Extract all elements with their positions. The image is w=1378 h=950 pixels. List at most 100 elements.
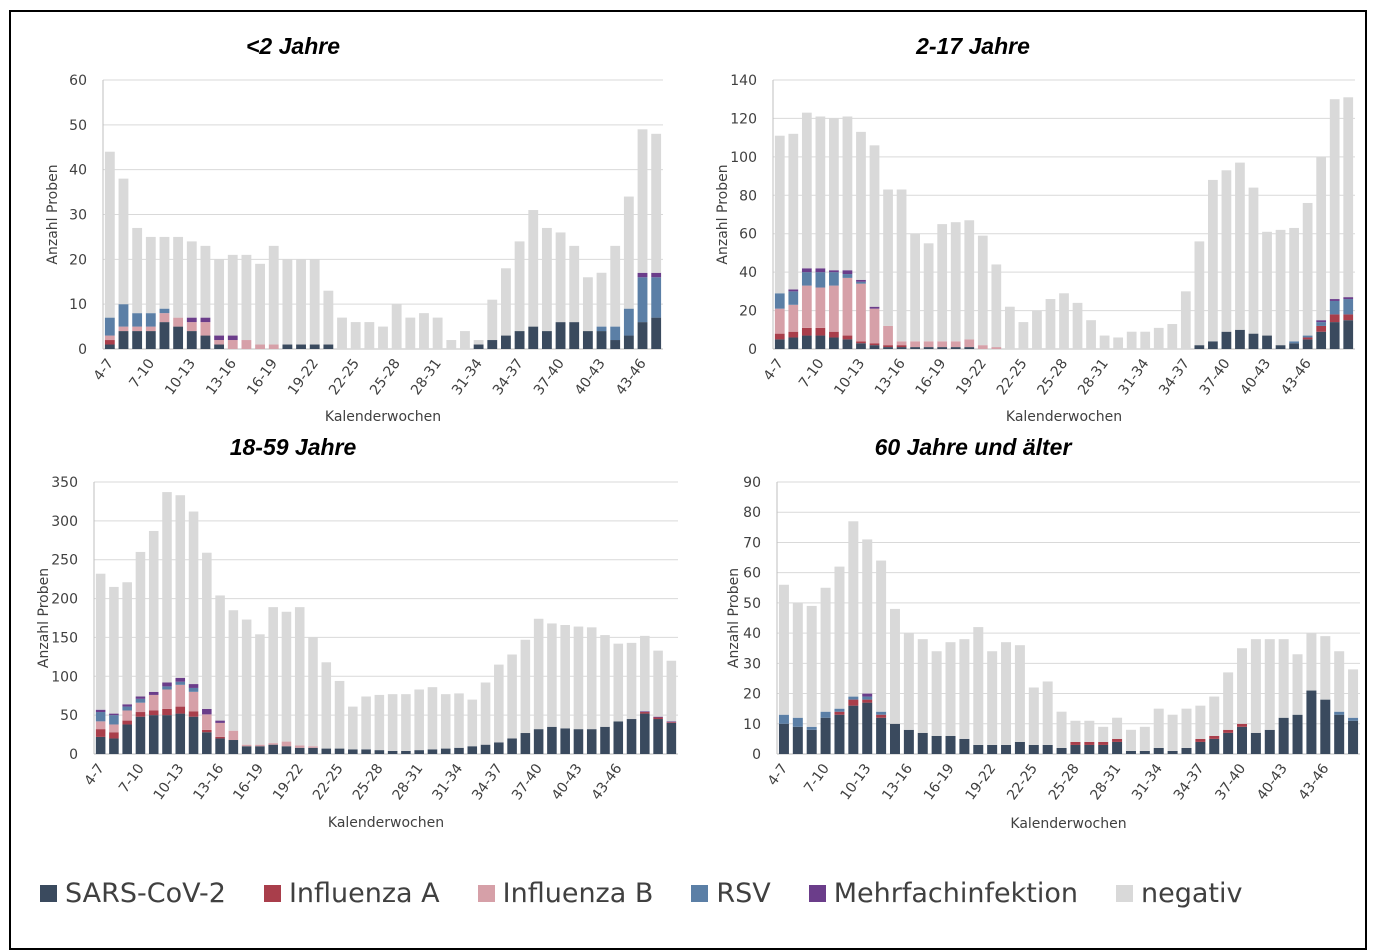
bar-segment-rsv	[856, 281, 866, 284]
y-tick-label: 140	[730, 73, 757, 89]
bar-segment-influenza-a	[1112, 738, 1123, 742]
bar-segment-influenza-a	[175, 706, 186, 714]
bar-segment-rsv	[95, 712, 106, 722]
bar-segment-sars-cov-2	[651, 317, 662, 349]
bar-segment-sars-cov-2	[856, 343, 866, 349]
bar-segment-sars-cov-2	[501, 335, 511, 349]
bar-segment-influenza-a	[848, 699, 859, 706]
bar-segment-sars-cov-2	[374, 750, 385, 754]
x-tick-label: 34-37	[1171, 761, 1208, 803]
bar-segment-influenza-b	[175, 684, 186, 707]
bar-segment-sars-cov-2	[903, 729, 914, 754]
bar-segment-sars-cov-2	[917, 732, 928, 754]
bar-segment-negativ	[473, 340, 484, 345]
bar-segment-rsv	[188, 687, 199, 692]
bar-segment-sars-cov-2	[1250, 732, 1261, 754]
bar-segment-negativ	[883, 189, 893, 326]
bar-segment-rsv	[109, 715, 119, 725]
bar-segment-influenza-b	[815, 287, 826, 328]
bar-segment-negativ	[1250, 639, 1261, 733]
bar-segment-influenza-a	[829, 331, 839, 338]
x-tick-label: 4-7	[765, 761, 791, 789]
bar-segment-negativ	[1316, 156, 1327, 321]
legend-label-influenza-a: Influenza A	[288, 878, 440, 909]
bar-segment-rsv	[1289, 341, 1299, 344]
bar-segment-sars-cov-2	[148, 715, 159, 754]
bar-segment-influenza-a	[788, 331, 799, 338]
bar-segment-rsv	[829, 272, 839, 286]
legend-label-influenza-b: Influenza B	[502, 878, 654, 909]
bar-segment-sars-cov-2	[923, 347, 934, 349]
bar-segment-negativ	[1072, 302, 1083, 349]
bar-segment-influenza-a	[815, 327, 826, 336]
bar-segment-negativ	[1221, 170, 1232, 332]
bar-segment-sars-cov-2	[1208, 341, 1218, 349]
bar-segment-negativ	[651, 133, 662, 273]
bar-segment-negativ	[987, 651, 998, 745]
bar-segment-sars-cov-2	[862, 702, 873, 754]
legend-item-sars-cov-2: SARS-CoV-2	[40, 878, 226, 909]
bar-segment-rsv	[1343, 299, 1354, 315]
bar-segment-negativ	[215, 595, 225, 721]
bar-segment-mehrfachinfektion	[856, 279, 866, 282]
bar-segment-mehrfachinfektion	[215, 720, 225, 723]
bar-segment-influenza-b	[910, 341, 920, 348]
bar-segment-rsv	[118, 304, 129, 327]
bar-segment-mehrfachinfektion	[788, 289, 799, 292]
bar-segment-negativ	[1014, 645, 1025, 742]
y-tick-label: 50	[743, 596, 761, 612]
bar-segment-sars-cov-2	[1248, 333, 1259, 349]
bar-segment-sars-cov-2	[132, 331, 143, 349]
bar-segment-influenza-a	[1329, 314, 1340, 323]
y-tick-label: 30	[743, 656, 761, 672]
bar-segment-negativ	[1343, 97, 1354, 298]
bar-segment-mehrfachinfektion	[815, 268, 826, 273]
bar-segment-sars-cov-2	[1235, 329, 1245, 349]
x-tick-label: 19-22	[963, 761, 1000, 803]
x-tick-label: 37-40	[509, 761, 546, 803]
bar-segment-negativ	[507, 654, 517, 739]
bar-segment-influenza-a	[862, 699, 873, 703]
bar-segment-negativ	[296, 259, 306, 345]
bar-segment-negativ	[1086, 320, 1096, 349]
bar-segment-sars-cov-2	[294, 747, 305, 754]
bar-segment-sars-cov-2	[1262, 335, 1272, 349]
bar-segment-sars-cov-2	[1292, 714, 1303, 754]
bar-segment-negativ	[1056, 711, 1067, 748]
bar-segment-rsv	[848, 696, 859, 700]
bar-segment-sars-cov-2	[188, 716, 199, 754]
bar-segment-mehrfachinfektion	[653, 716, 663, 718]
bar-segment-influenza-a	[896, 345, 907, 348]
bar-segment-negativ	[401, 694, 411, 751]
bar-segment-sars-cov-2	[1194, 345, 1205, 349]
bar-segment-sars-cov-2	[1348, 720, 1359, 754]
y-tick-label: 20	[739, 304, 757, 320]
bar-segment-negativ	[145, 236, 156, 314]
bar-segment-influenza-a	[1084, 741, 1095, 745]
bar-segment-negativ	[348, 706, 358, 750]
bar-segment-negativ	[173, 236, 184, 318]
bar-segment-negativ	[600, 635, 610, 727]
bar-segment-negativ	[501, 268, 511, 336]
bar-segment-rsv	[651, 277, 662, 318]
bar-segment-negativ	[1112, 717, 1123, 739]
bar-segment-negativ	[1167, 714, 1178, 751]
bar-segment-sars-cov-2	[361, 749, 371, 754]
bar-segment-sars-cov-2	[1098, 744, 1109, 754]
bar-segment-negativ	[188, 511, 199, 685]
bar-segment-negativ	[917, 639, 928, 733]
bar-segment-negativ	[1045, 299, 1056, 349]
bar-segment-sars-cov-2	[1181, 747, 1192, 754]
bar-segment-sars-cov-2	[321, 748, 332, 754]
chart-title: <2 Jahre	[246, 33, 340, 59]
bar-segment-sars-cov-2	[296, 344, 306, 349]
bar-segment-sars-cov-2	[1167, 750, 1178, 754]
bar-segment-negativ	[122, 582, 132, 705]
x-tick-label: 25-28	[367, 356, 404, 398]
bar-segment-sars-cov-2	[555, 322, 566, 349]
bar-segment-rsv	[596, 326, 607, 332]
bar-segment-influenza-a	[842, 335, 853, 340]
bar-segment-influenza-b	[308, 746, 318, 748]
bar-segment-negativ	[148, 530, 159, 692]
x-tick-label: 19-22	[953, 356, 990, 398]
